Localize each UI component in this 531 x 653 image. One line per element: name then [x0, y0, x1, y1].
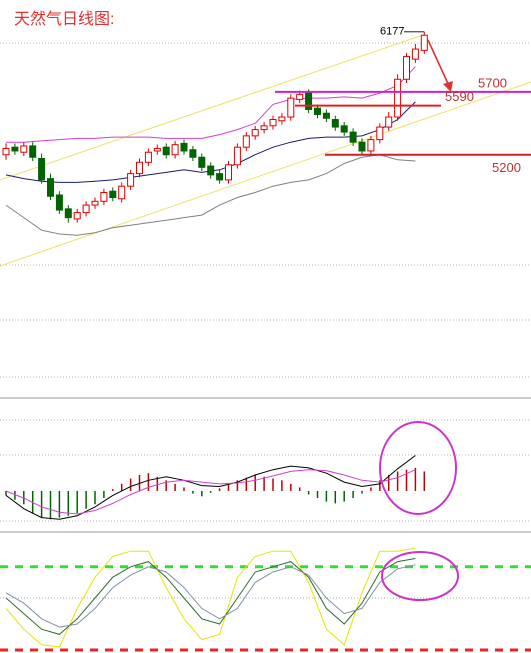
candle-body — [180, 142, 188, 152]
candle-body — [367, 139, 375, 152]
level-label: 5700 — [478, 75, 507, 90]
candle-body — [349, 131, 357, 143]
candle-body — [55, 194, 63, 211]
candle-body — [127, 173, 135, 187]
indicator-line — [6, 66, 416, 143]
candle-body — [403, 56, 410, 80]
candle-body — [385, 116, 393, 128]
candle-body — [171, 144, 179, 156]
candle-body — [314, 107, 321, 115]
indicator-line — [5, 558, 416, 635]
candle-body — [136, 161, 143, 175]
candle-body — [82, 204, 90, 214]
plot: 6177 5700 5590 5200 — [0, 26, 531, 652]
candle-body — [198, 156, 206, 168]
peak-label: 6177 — [380, 26, 404, 38]
candle-body — [2, 147, 10, 156]
highlight-circle — [379, 421, 457, 515]
candle-body — [11, 146, 19, 152]
candle-body — [287, 97, 295, 118]
candle-body — [100, 191, 108, 202]
candle-body — [207, 165, 215, 176]
candle-body — [73, 212, 81, 220]
candle-body — [358, 141, 366, 152]
candle-body — [269, 119, 277, 127]
candle-body — [420, 34, 428, 51]
candle-body — [189, 149, 197, 158]
candle-body — [394, 78, 402, 118]
candle-body — [109, 190, 117, 199]
candle-body — [340, 125, 348, 133]
candle-body — [331, 119, 339, 128]
candle-body — [225, 164, 232, 181]
candle-body — [162, 146, 170, 156]
arrow — [427, 39, 451, 89]
candle-body — [118, 185, 126, 200]
indicator-line — [5, 469, 416, 515]
candle-body — [251, 129, 259, 137]
candle-body — [305, 92, 313, 110]
highlight-circle — [381, 551, 459, 601]
arrow-head — [443, 81, 453, 92]
candle-body — [260, 125, 268, 131]
chart-title: 天然气日线图: — [14, 10, 114, 28]
candle-body — [64, 208, 72, 219]
candle-body — [153, 147, 161, 152]
indicator-line — [5, 154, 416, 236]
indicator-line — [5, 455, 416, 520]
candle-body — [47, 178, 54, 197]
level-label: 5200 — [492, 160, 521, 175]
candle-body — [91, 200, 99, 206]
candle-body — [216, 173, 224, 181]
candle-body — [278, 116, 286, 122]
grid — [0, 42, 531, 599]
candle-body — [38, 158, 46, 181]
candle-body — [29, 145, 37, 158]
candle-body — [322, 112, 330, 119]
candle-body — [376, 126, 384, 141]
candle-body — [242, 135, 250, 148]
candle-body — [296, 93, 304, 100]
candle-body — [411, 48, 419, 60]
level-label: 5590 — [445, 89, 474, 104]
indicator-line — [5, 564, 416, 628]
candle-body — [20, 145, 28, 153]
candle-body — [233, 146, 241, 166]
indicator-line — [5, 547, 416, 648]
candle-body — [144, 151, 152, 163]
channel-line — [0, 35, 421, 181]
channel-line — [0, 81, 531, 267]
